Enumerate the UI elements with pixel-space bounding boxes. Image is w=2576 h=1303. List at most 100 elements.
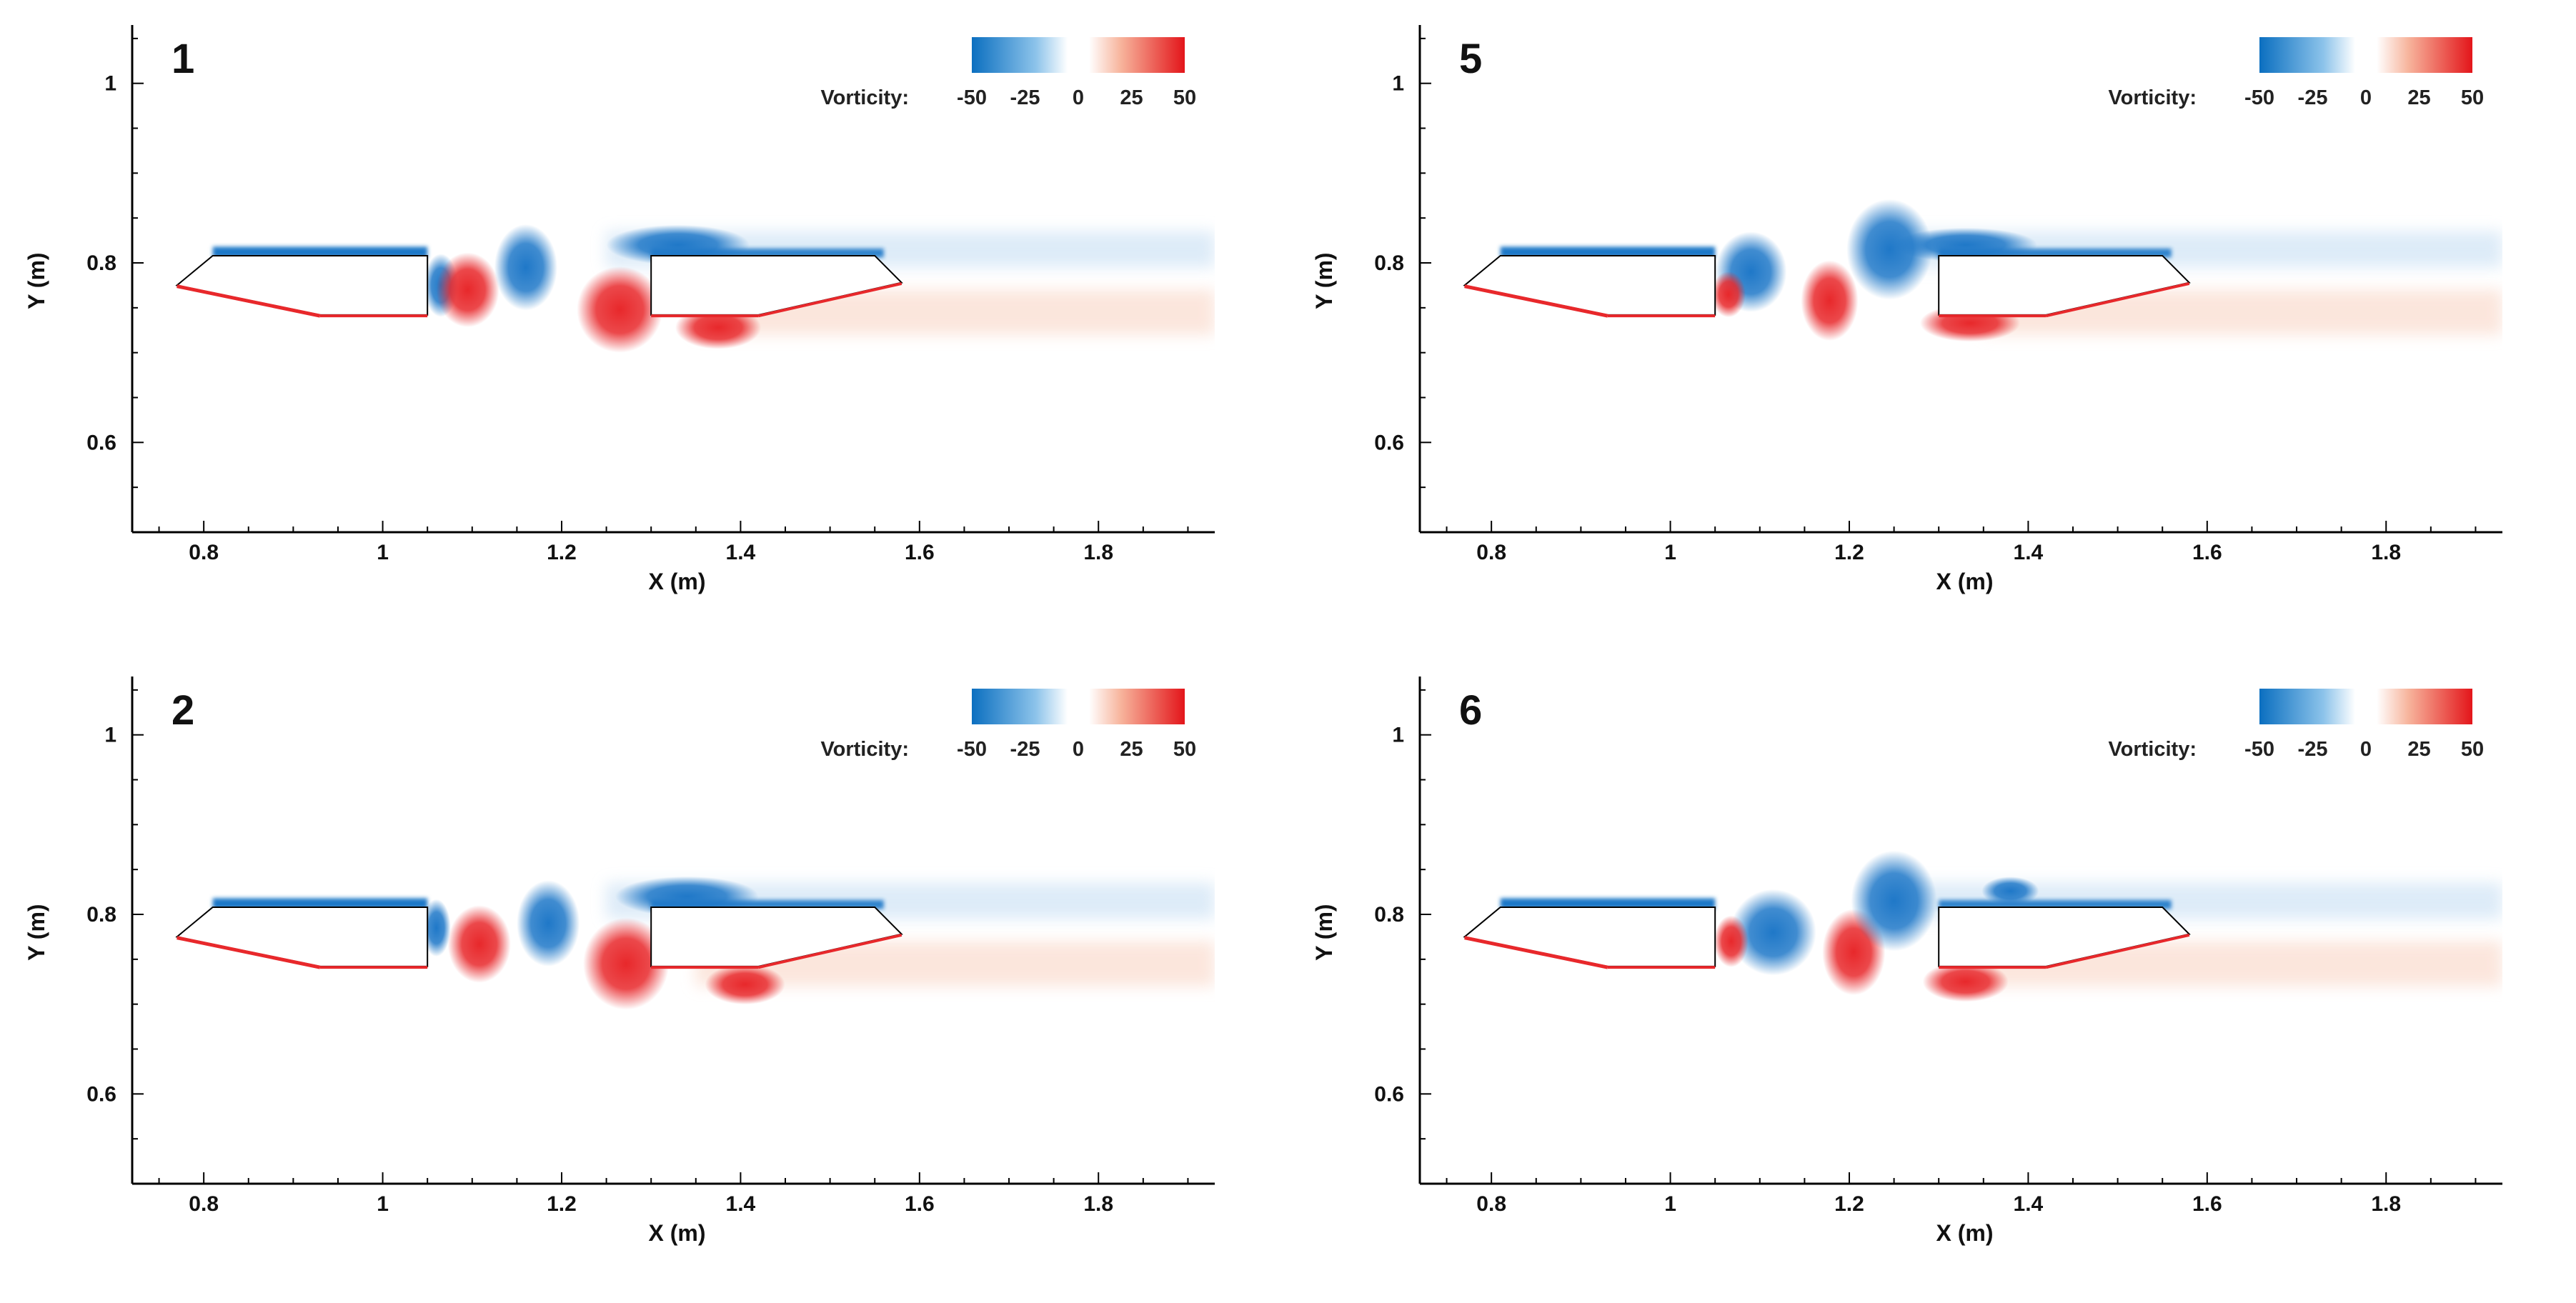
y-tick-label: 0.6 bbox=[1374, 431, 1404, 454]
x-tick-label: 1 bbox=[377, 541, 389, 564]
colorbar-tick-label: 50 bbox=[1173, 738, 1196, 761]
y-axis-label: Y (m) bbox=[1311, 904, 1337, 960]
negative-vortex bbox=[517, 880, 580, 967]
x-axis-label: X (m) bbox=[649, 1220, 706, 1246]
panel-label: 5 bbox=[1459, 36, 1482, 82]
colorbar-tick-label: -50 bbox=[957, 86, 987, 109]
x-tick-label: 1.8 bbox=[2371, 541, 2401, 564]
colorbar-tick-label: -25 bbox=[2298, 86, 2328, 109]
x-tick-label: 1.8 bbox=[1083, 541, 1113, 564]
x-tick-label: 1 bbox=[1664, 541, 1676, 564]
hull-lower-shear bbox=[176, 284, 321, 318]
hull-lower-shear bbox=[2046, 281, 2190, 318]
negative-vortex bbox=[494, 224, 557, 311]
vorticity-panel: 0.8 1 1.2 1.4 1.6 1.8 0.6 0.8 1 X (m) Y (m) 5 Vortic… bbox=[1288, 0, 2575, 652]
y-axis-label: Y (m) bbox=[24, 252, 49, 309]
x-axis-label: X (m) bbox=[1936, 1220, 1994, 1246]
negative-vortex bbox=[1730, 889, 1816, 976]
vorticity-field bbox=[1500, 850, 2502, 1002]
colorbar-tick-label: 50 bbox=[2461, 86, 2484, 109]
y-tick-label: 0.6 bbox=[1374, 1082, 1404, 1106]
negative-vortex bbox=[422, 899, 451, 957]
x-tick-label: 1.2 bbox=[547, 541, 577, 564]
x-tick-label: 1.8 bbox=[1083, 1192, 1113, 1216]
hull-lower-shear bbox=[758, 281, 902, 318]
colorbar-title: Vorticity: bbox=[2108, 86, 2197, 109]
vorticity-plot: 0.8 1 1.2 1.4 1.6 1.8 0.6 0.8 1 X (m) Y (m) 2 Vortic… bbox=[24, 677, 1215, 1246]
colorbar-tick-label: 25 bbox=[1120, 738, 1143, 761]
x-tick-label: 0.8 bbox=[189, 1192, 219, 1216]
x-tick-label: 0.8 bbox=[189, 541, 219, 564]
positive-vortex bbox=[1922, 962, 2009, 1002]
colorbar-title: Vorticity: bbox=[820, 738, 909, 761]
panel-label: 6 bbox=[1459, 687, 1482, 734]
y-tick-label: 1 bbox=[1392, 72, 1404, 96]
x-tick-label: 1.4 bbox=[726, 541, 756, 564]
hull-lower-shear bbox=[2046, 933, 2190, 969]
vorticity-field bbox=[212, 224, 1215, 353]
negative-vortex bbox=[1846, 199, 1933, 300]
y-tick-label: 0.8 bbox=[86, 251, 116, 275]
positive-vortex bbox=[436, 252, 499, 327]
vorticity-panel: 0.8 1 1.2 1.4 1.6 1.8 0.6 0.8 1 X (m) Y (m) 1 Vortic… bbox=[0, 0, 1288, 652]
panel-label: 1 bbox=[171, 36, 194, 82]
colorbar-tick-label: 0 bbox=[2360, 738, 2372, 761]
x-tick-label: 1 bbox=[1664, 1192, 1676, 1216]
x-tick-label: 1.2 bbox=[547, 1192, 577, 1216]
x-tick-label: 1.4 bbox=[2014, 1192, 2044, 1216]
upper-shear-layer bbox=[1500, 246, 1716, 258]
hull-lower-shear bbox=[758, 933, 902, 969]
x-tick-label: 1.4 bbox=[2014, 541, 2044, 564]
colorbar-tick-label: 0 bbox=[1073, 738, 1084, 761]
colorbar-tick-label: 50 bbox=[1173, 86, 1196, 109]
colorbar-gradient bbox=[972, 689, 1185, 724]
hull-lower-shear bbox=[176, 936, 321, 969]
upstream-hull bbox=[175, 906, 429, 967]
colorbar-tick-label: -50 bbox=[2244, 86, 2274, 109]
y-tick-label: 1 bbox=[104, 724, 116, 747]
upstream-hull bbox=[1463, 906, 1716, 967]
vorticity-plot: 0.8 1 1.2 1.4 1.6 1.8 0.6 0.8 1 X (m) Y (m) 5 Vortic… bbox=[1311, 25, 2502, 594]
vorticity-plot: 0.8 1 1.2 1.4 1.6 1.8 0.6 0.8 1 X (m) Y (m) 1 Vortic… bbox=[24, 25, 1215, 594]
positive-vortex bbox=[447, 905, 511, 983]
y-tick-label: 1 bbox=[1392, 724, 1404, 747]
negative-vortex bbox=[1894, 227, 2037, 263]
colorbar-tick-label: 25 bbox=[2407, 738, 2430, 761]
hull-lower-shear bbox=[1464, 936, 1608, 969]
negative-vortex bbox=[606, 224, 750, 266]
colorbar-gradient bbox=[2259, 689, 2472, 724]
negative-vortex bbox=[615, 876, 759, 917]
upstream-hull bbox=[175, 254, 429, 316]
upper-shear-layer bbox=[212, 246, 428, 258]
colorbar-tick-label: -50 bbox=[2244, 738, 2274, 761]
y-tick-label: 0.6 bbox=[86, 431, 116, 454]
upstream-hull bbox=[1463, 254, 1716, 316]
vorticity-panel: 0.8 1 1.2 1.4 1.6 1.8 0.6 0.8 1 X (m) Y (m) 2 Vortic… bbox=[0, 652, 1288, 1303]
x-tick-label: 0.8 bbox=[1476, 541, 1506, 564]
positive-vortex bbox=[577, 266, 663, 353]
colorbar-title: Vorticity: bbox=[820, 86, 909, 109]
upper-shear-layer bbox=[1500, 898, 1716, 909]
x-axis-label: X (m) bbox=[649, 569, 706, 594]
y-tick-label: 0.6 bbox=[86, 1082, 116, 1106]
negative-vortex bbox=[1851, 850, 1937, 952]
colorbar-tick-label: 50 bbox=[2461, 738, 2484, 761]
colorbar-tick-label: 25 bbox=[1120, 86, 1143, 109]
x-tick-label: 0.8 bbox=[1476, 1192, 1506, 1216]
y-tick-label: 1 bbox=[104, 72, 116, 96]
vorticity-field bbox=[1500, 199, 2502, 342]
x-tick-label: 1.4 bbox=[726, 1192, 756, 1216]
x-tick-label: 1.2 bbox=[1834, 1192, 1864, 1216]
colorbar-tick-label: -50 bbox=[957, 738, 987, 761]
colorbar-tick-label: 25 bbox=[2407, 86, 2430, 109]
colorbar-tick-label: 0 bbox=[2360, 86, 2372, 109]
x-tick-label: 1 bbox=[377, 1192, 389, 1216]
x-tick-label: 1.8 bbox=[2371, 1192, 2401, 1216]
positive-vortex bbox=[1711, 271, 1746, 318]
y-tick-label: 0.8 bbox=[86, 903, 116, 927]
vorticity-plot: 0.8 1 1.2 1.4 1.6 1.8 0.6 0.8 1 X (m) Y (m) 6 Vortic… bbox=[1311, 677, 2502, 1246]
positive-vortex bbox=[583, 917, 670, 1010]
hull-lower-shear bbox=[1464, 284, 1608, 318]
x-tick-label: 1.2 bbox=[1834, 541, 1864, 564]
upper-shear-layer bbox=[212, 898, 428, 909]
